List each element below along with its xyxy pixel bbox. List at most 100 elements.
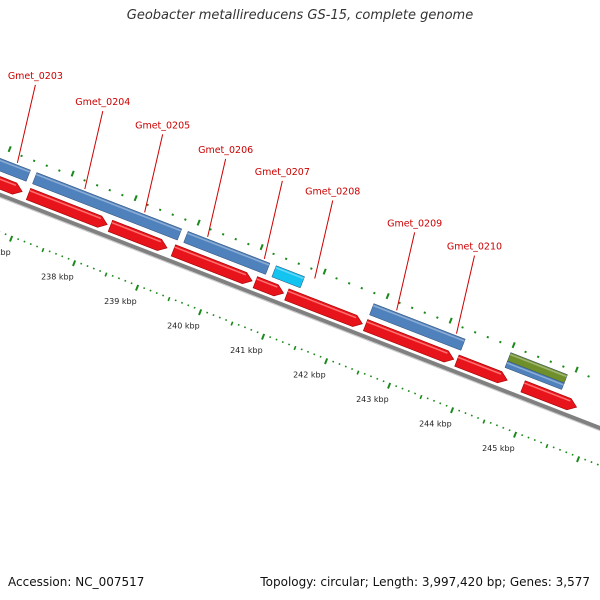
outer-tick: [473, 330, 477, 334]
kbp-tick: [419, 394, 423, 400]
forward-gene-highlight: [506, 362, 564, 386]
kbp-tick: [104, 272, 108, 277]
kbp-tick: [306, 350, 310, 353]
outer-tick: [272, 252, 275, 256]
outer-tick: [436, 316, 439, 319]
kbp-tick: [36, 245, 39, 248]
reverse-gene-arrow[interactable]: [520, 380, 578, 411]
outer-tick: [95, 183, 99, 187]
forward-gene-box[interactable]: [183, 231, 271, 275]
outer-tick: [7, 145, 12, 153]
kbp-tick-label: 237 kbp: [0, 248, 11, 257]
forward-gene-box[interactable]: [504, 360, 565, 390]
gene-label[interactable]: Gmet_0208: [305, 186, 360, 197]
kbp-tick: [72, 260, 77, 267]
kbp-tick: [584, 458, 587, 461]
kbp-tick: [540, 441, 543, 444]
outer-tick: [259, 243, 264, 251]
kbp-tick: [48, 250, 51, 253]
outer-tick: [360, 286, 364, 290]
reverse-gene-highlight: [256, 278, 278, 288]
kbp-tick: [464, 412, 467, 415]
outer-tick: [209, 228, 212, 231]
kbp-tick: [225, 318, 228, 322]
reverse-gene-arrow[interactable]: [107, 219, 168, 251]
kbp-tick-label: 244 kbp: [419, 419, 452, 428]
kbp-tick: [111, 274, 114, 277]
forward-gene-box[interactable]: [369, 303, 466, 351]
outer-tick: [284, 257, 288, 261]
kbp-tick: [23, 240, 26, 243]
outer-tick: [158, 208, 162, 212]
reverse-gene-highlight: [366, 321, 448, 354]
kbp-tick: [41, 247, 45, 253]
kbp-tick-label: 238 kbp: [41, 272, 74, 281]
outer-tick: [347, 281, 351, 285]
kbp-tick: [344, 365, 347, 368]
gene-label[interactable]: Gmet_0203: [8, 71, 63, 82]
outer-tick: [335, 277, 338, 280]
gene-label[interactable]: Gmet_0209: [387, 218, 442, 229]
gene-label[interactable]: Gmet_0205: [135, 120, 190, 131]
reverse-gene-highlight: [524, 382, 571, 402]
outer-tick: [234, 237, 238, 241]
kbp-tick: [269, 336, 272, 339]
outer-tick: [511, 341, 516, 349]
kbp-tick: [458, 409, 461, 412]
kbp-tick: [167, 296, 171, 302]
kbp-tick: [477, 416, 480, 420]
kbp-tick: [552, 446, 555, 449]
outer-tick: [297, 262, 301, 265]
map-title: Geobacter metallireducens GS-15, complet…: [126, 8, 474, 23]
forward-strand-track: [0, 148, 568, 390]
gene-label-leader: [207, 158, 227, 237]
gene-label-layer: Gmet_0203Gmet_0204Gmet_0205Gmet_0206Gmet…: [8, 71, 502, 334]
kbp-tick: [324, 358, 329, 365]
kbp-tick: [206, 311, 209, 314]
kbp-tick: [439, 402, 442, 405]
kbp-scale-track: [0, 231, 599, 466]
kbp-tick: [502, 426, 505, 429]
kbp-tick: [29, 242, 32, 246]
outer-tick: [587, 375, 590, 378]
kbp-tick: [363, 372, 366, 375]
outer-tick: [221, 232, 225, 236]
reverse-strand-track: [0, 176, 578, 411]
gene-label-leader: [456, 255, 475, 334]
kbp-tick: [198, 309, 203, 316]
reverse-gene-highlight: [287, 290, 357, 319]
kbp-tick: [256, 331, 259, 334]
kbp-tick: [382, 380, 385, 383]
kbp-tick: [508, 429, 511, 432]
gene-label[interactable]: Gmet_0206: [198, 145, 253, 156]
kbp-tick: [250, 328, 253, 331]
outer-tick: [20, 154, 23, 158]
outer-tick: [549, 360, 553, 363]
kbp-tick: [395, 385, 398, 388]
rna-gene-box[interactable]: [271, 265, 305, 289]
gene-label-leader: [84, 110, 104, 190]
kbp-tick: [351, 367, 354, 371]
gene-label[interactable]: Gmet_0210: [447, 242, 502, 253]
gene-label[interactable]: Gmet_0204: [75, 97, 130, 108]
kbp-tick: [162, 294, 165, 297]
forward-gene-highlight: [275, 266, 305, 280]
kbp-tick: [432, 399, 436, 402]
kbp-tick: [482, 419, 486, 424]
outer-tick: [108, 188, 112, 192]
kbp-tick: [237, 323, 240, 326]
kbp-tick: [193, 306, 196, 309]
kbp-tick: [576, 456, 581, 463]
gene-label-leader: [263, 180, 283, 260]
outer-tick: [398, 301, 401, 305]
outer-tick: [410, 306, 414, 310]
kbp-tick: [67, 257, 70, 260]
forward-gene-box[interactable]: [32, 172, 183, 241]
forward-gene-highlight: [509, 353, 568, 378]
outer-tick: [83, 179, 86, 182]
outer-tick: [58, 169, 61, 172]
kbp-tick: [288, 343, 291, 346]
forward-gene-box[interactable]: [0, 148, 31, 182]
gene-label[interactable]: Gmet_0207: [255, 167, 310, 178]
accession-text: Accession: NC_007517: [8, 575, 145, 589]
